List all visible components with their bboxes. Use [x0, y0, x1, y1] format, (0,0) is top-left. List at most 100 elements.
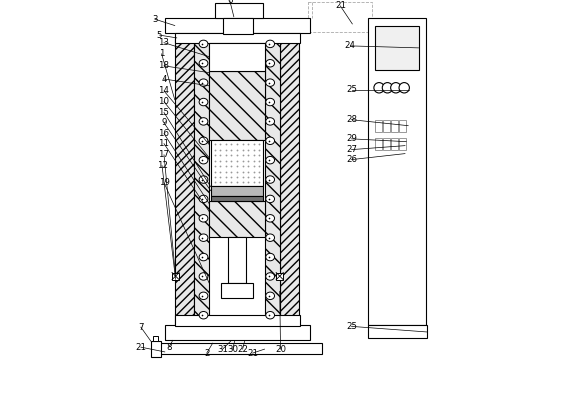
Text: 5: 5	[157, 31, 162, 40]
Bar	[376, 26, 418, 70]
Bar	[276, 273, 283, 280]
Bar	[209, 201, 265, 237]
Text: 27: 27	[346, 145, 357, 154]
Ellipse shape	[266, 79, 275, 86]
Text: 12: 12	[156, 161, 167, 170]
Text: 21: 21	[247, 349, 258, 358]
Circle shape	[399, 83, 410, 93]
Ellipse shape	[266, 98, 275, 106]
Ellipse shape	[266, 312, 275, 319]
Text: 15: 15	[159, 108, 170, 117]
Circle shape	[374, 83, 384, 93]
Text: 21: 21	[136, 343, 147, 352]
Ellipse shape	[199, 176, 208, 183]
Text: 25: 25	[346, 322, 357, 331]
Text: 4: 4	[161, 75, 167, 83]
Ellipse shape	[266, 253, 275, 261]
Text: 3: 3	[152, 15, 158, 24]
Bar	[376, 138, 383, 150]
Bar	[194, 38, 209, 325]
Ellipse shape	[199, 40, 208, 47]
Text: 29: 29	[346, 134, 357, 143]
Text: 21: 21	[335, 2, 346, 10]
Bar	[265, 38, 280, 325]
Text: 17: 17	[159, 150, 170, 159]
Ellipse shape	[199, 156, 208, 164]
Circle shape	[383, 83, 392, 93]
Text: 24: 24	[345, 41, 356, 50]
Bar	[384, 138, 390, 150]
Ellipse shape	[266, 273, 275, 280]
Text: 9: 9	[162, 119, 167, 127]
Bar	[211, 186, 263, 196]
Bar	[384, 120, 390, 132]
Text: 30: 30	[227, 345, 238, 354]
Text: 25: 25	[346, 85, 357, 94]
Bar	[175, 33, 301, 43]
Text: 11: 11	[159, 139, 170, 148]
Text: 16: 16	[159, 129, 170, 138]
Text: 1: 1	[159, 49, 164, 58]
Text: 14: 14	[159, 87, 170, 95]
Ellipse shape	[199, 292, 208, 300]
Bar	[211, 196, 263, 201]
Bar	[309, 2, 372, 32]
Bar	[211, 140, 263, 186]
Ellipse shape	[266, 195, 275, 203]
Ellipse shape	[266, 176, 275, 183]
Bar	[391, 138, 398, 150]
Circle shape	[391, 83, 401, 93]
Text: 7: 7	[138, 323, 144, 332]
Text: 19: 19	[159, 178, 170, 187]
Bar	[228, 237, 246, 283]
Bar	[209, 43, 265, 71]
Ellipse shape	[266, 234, 275, 241]
Ellipse shape	[266, 292, 275, 300]
Bar	[172, 273, 179, 280]
Bar	[175, 38, 194, 325]
Bar	[368, 325, 427, 338]
Text: 22: 22	[237, 345, 248, 354]
Bar	[209, 71, 265, 140]
Bar	[165, 325, 310, 340]
Bar	[391, 120, 398, 132]
Ellipse shape	[199, 98, 208, 106]
Ellipse shape	[266, 156, 275, 164]
Text: 26: 26	[346, 155, 357, 164]
Bar	[153, 336, 159, 341]
Ellipse shape	[199, 312, 208, 319]
Text: 28: 28	[346, 115, 357, 124]
Ellipse shape	[266, 215, 275, 222]
Ellipse shape	[199, 195, 208, 203]
Bar	[399, 120, 406, 132]
Ellipse shape	[199, 59, 208, 67]
Ellipse shape	[266, 118, 275, 125]
Text: 13: 13	[159, 38, 170, 47]
Text: 31: 31	[217, 345, 228, 354]
Text: 6: 6	[227, 0, 233, 5]
Bar	[368, 18, 426, 325]
Ellipse shape	[199, 253, 208, 261]
Bar	[280, 38, 299, 325]
Bar	[223, 18, 253, 34]
Text: 8: 8	[166, 343, 171, 352]
Bar	[220, 283, 253, 298]
Bar	[376, 120, 383, 132]
Ellipse shape	[199, 137, 208, 144]
Text: 10: 10	[159, 97, 170, 106]
Ellipse shape	[199, 273, 208, 280]
Text: 18: 18	[159, 61, 170, 70]
Ellipse shape	[199, 215, 208, 222]
Bar	[165, 18, 310, 33]
Bar	[175, 315, 301, 326]
Ellipse shape	[266, 40, 275, 47]
Text: 2: 2	[204, 349, 209, 358]
Ellipse shape	[199, 79, 208, 86]
Ellipse shape	[199, 234, 208, 241]
Text: 20: 20	[275, 345, 286, 354]
Ellipse shape	[199, 118, 208, 125]
Bar	[151, 341, 161, 357]
Ellipse shape	[266, 137, 275, 144]
Ellipse shape	[266, 59, 275, 67]
Bar	[155, 343, 323, 354]
